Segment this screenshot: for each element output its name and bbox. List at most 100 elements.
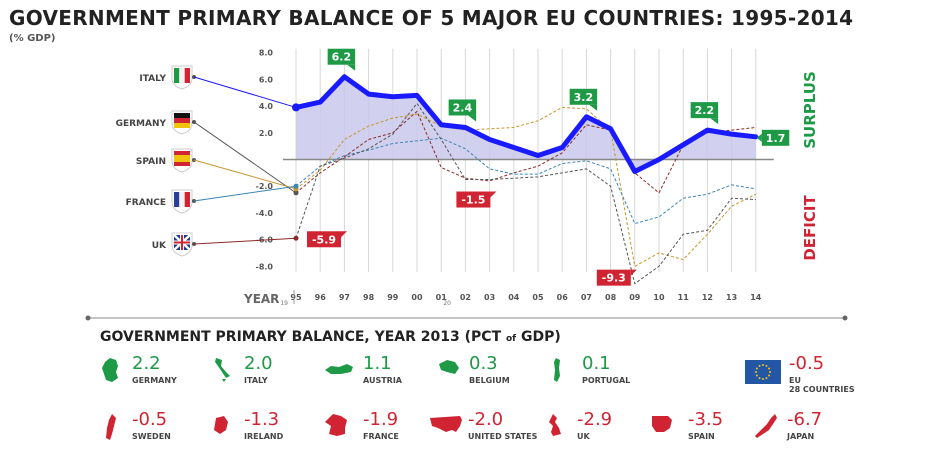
country-value: 0.3 (469, 353, 498, 374)
flag-stripe (184, 68, 190, 83)
x-tick-label: 10 (653, 293, 665, 302)
country-label: EU 28 COUNTRIES (789, 376, 855, 394)
flag-stripe (174, 155, 190, 162)
legend-endpoint (293, 190, 299, 196)
country-label: UNITED STATES (468, 432, 538, 441)
callout-tail (341, 231, 347, 238)
y-tick-label: -2.0 (256, 182, 274, 191)
callout-label: -5.9 (312, 233, 336, 246)
x-tick-label: 02 (460, 293, 471, 302)
y-tick-label: 6.0 (259, 75, 274, 84)
callout-tail (468, 115, 477, 122)
x-tick-label: 08 (605, 293, 617, 302)
callout--9.3: -9.3 (596, 269, 637, 286)
country-item: -6.7 JAPAN (755, 410, 937, 450)
flag-spain (171, 148, 196, 173)
country-label: IRELAND (244, 432, 284, 441)
country-value: 2.2 (132, 353, 161, 374)
country-item: -2.9 UK (545, 410, 735, 450)
x-tick-label: 96 (315, 293, 327, 302)
country-item: -1.3 IRELAND (212, 410, 402, 450)
legend-label-france: FRANCE (126, 198, 166, 208)
divider-end (842, 315, 848, 321)
germany-line (295, 110, 756, 194)
x-tick-label: 03 (484, 293, 495, 302)
page-subtitle: (% GDP) (9, 33, 56, 44)
callout-box (596, 269, 631, 286)
france-line (295, 137, 756, 225)
x-tick-label: 09 (629, 293, 641, 302)
x-tick-label: 14 (750, 293, 762, 302)
legend-connector (193, 76, 297, 108)
callout-2.4: 2.4 (448, 99, 477, 122)
spain-map-icon (652, 416, 672, 432)
callout-box (327, 48, 356, 65)
deficit-label: DEFICIT (801, 195, 819, 261)
x-tick-label: 97 (339, 293, 350, 302)
austria-map-icon (325, 364, 353, 374)
callout-tail (630, 269, 637, 276)
callout-box (307, 231, 341, 248)
country-value: -0.5 (132, 409, 168, 430)
country-value: -6.7 (787, 409, 823, 430)
legend-connector (193, 121, 297, 194)
flag-france (171, 189, 196, 214)
callout-tail (347, 64, 356, 71)
legend-endpoint (293, 235, 299, 241)
country-value: -2.9 (577, 409, 613, 430)
callout-label: -9.3 (602, 272, 626, 285)
callout--1.5: -1.5 (456, 191, 497, 208)
x-tick-label: 12 (702, 293, 713, 302)
italy-area (296, 76, 756, 172)
germany-map-icon (102, 358, 118, 382)
callout-tail (756, 133, 762, 142)
country-value: -1.9 (363, 409, 399, 430)
callout--5.9: -5.9 (307, 231, 347, 248)
japan-map-icon (755, 414, 777, 438)
y-tick-label: -8.0 (256, 262, 274, 271)
country-label: FRANCE (363, 432, 399, 441)
sweden-map-icon (106, 414, 116, 440)
legend-label-italy: ITALY (139, 74, 166, 84)
usa-map-icon (430, 416, 462, 432)
uk-line (295, 102, 756, 285)
x-tick-century-19: 19 (280, 300, 288, 307)
callout-label: 3.2 (574, 91, 594, 104)
callout-tail (589, 104, 598, 111)
callout-label: 2.2 (695, 104, 715, 117)
flag-stripe (174, 118, 190, 123)
y-tick-label: 4.0 (259, 102, 274, 111)
country-label: UK (577, 432, 590, 441)
eu-flag-icon (745, 360, 781, 384)
balance-2013-title-end: GDP) (520, 329, 561, 345)
country-item: 0.3 BELGIUM (437, 354, 627, 394)
x-tick-label: 13 (726, 293, 737, 302)
flag-cross (174, 241, 190, 244)
flag-stripe (174, 123, 190, 128)
flag-stripe (179, 68, 185, 83)
callout-2.2: 2.2 (690, 102, 719, 125)
callout-box (761, 129, 790, 146)
x-tick-label: 11 (678, 293, 690, 302)
y-tick-label: 2.0 (259, 129, 274, 138)
flag-stripe (184, 192, 190, 207)
country-value: 1.1 (363, 353, 392, 374)
italy-map-icon (215, 358, 230, 382)
legend-label-uk: UK (152, 241, 167, 251)
country-label: SPAIN (688, 432, 715, 441)
country-item: 0.1 PORTUGAL (550, 354, 740, 394)
callout-label: 6.2 (332, 51, 352, 64)
flag-stripe (174, 192, 180, 207)
country-value: -2.0 (468, 409, 504, 430)
flag-germany (171, 110, 196, 135)
legend-connector (193, 185, 297, 202)
flag-italy (171, 65, 196, 90)
country-label: ITALY (244, 376, 268, 385)
page-title: GOVERNMENT PRIMARY BALANCE OF 5 MAJOR EU… (9, 6, 854, 30)
y-tick-label: -4.0 (256, 209, 274, 218)
italy-line (293, 74, 759, 175)
legend-endpoint (292, 103, 300, 112)
callout-1.7: 1.7 (756, 129, 790, 146)
flag-stripe (174, 151, 190, 155)
